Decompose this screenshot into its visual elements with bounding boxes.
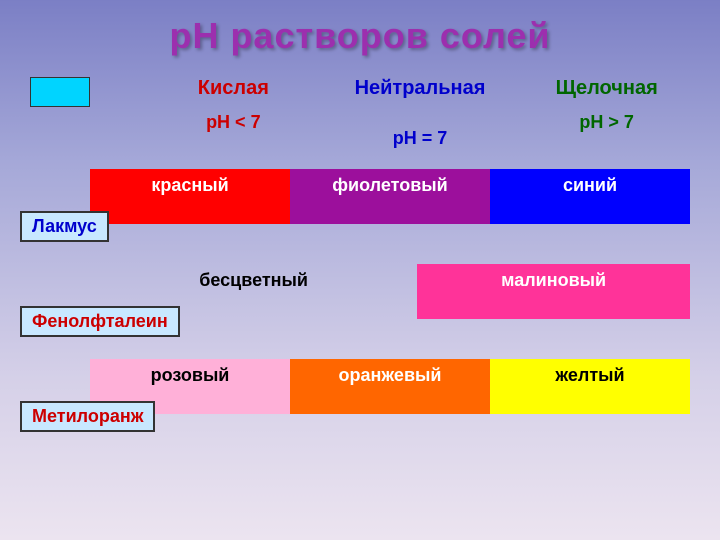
col-alkaline-label: Щелочная: [556, 77, 658, 99]
methyl-section: розовый оранжевый желтый Метилоранж: [0, 359, 720, 414]
litmus-acidic-cell: красный: [90, 169, 290, 224]
methyl-row: розовый оранжевый желтый: [90, 359, 690, 414]
page-title: рН растворов солей: [0, 0, 720, 57]
phenol-crimson-cell: малиновый: [417, 264, 690, 319]
column-headers-row: Кислая pH < 7 Нейтральная pH = 7 Щелочна…: [0, 77, 720, 149]
litmus-row: красный фиолетовый синий: [90, 169, 690, 224]
phenol-row: бесцветный малиновый: [90, 264, 690, 319]
litmus-section: красный фиолетовый синий Лакмус: [0, 169, 720, 224]
col-neutral-sub: pH = 7: [327, 128, 514, 149]
col-alkaline: Щелочная pH > 7: [513, 77, 700, 149]
col-acidic-label: Кислая: [198, 77, 269, 99]
phenol-section: бесцветный малиновый Фенолфталеин: [0, 264, 720, 319]
litmus-label: Лакмус: [20, 211, 109, 242]
col-neutral: Нейтральная pH = 7: [327, 77, 514, 149]
corner-box: [30, 77, 90, 107]
col-acidic-sub: pH < 7: [140, 112, 327, 133]
col-alkaline-sub: pH > 7: [513, 112, 700, 133]
phenol-label: Фенолфталеин: [20, 306, 180, 337]
methyl-orange-cell: оранжевый: [290, 359, 490, 414]
methyl-yellow-cell: желтый: [490, 359, 690, 414]
litmus-alkaline-cell: синий: [490, 169, 690, 224]
methyl-label: Метилоранж: [20, 401, 155, 432]
litmus-neutral-cell: фиолетовый: [290, 169, 490, 224]
col-neutral-label: Нейтральная: [355, 77, 486, 99]
col-acidic: Кислая pH < 7: [140, 77, 327, 149]
